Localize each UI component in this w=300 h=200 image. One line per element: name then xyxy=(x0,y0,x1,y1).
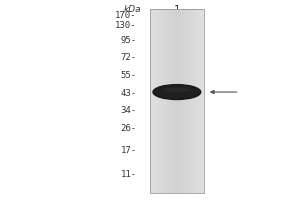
Bar xyxy=(150,9,204,193)
Text: 43-: 43- xyxy=(120,89,136,98)
Text: 130-: 130- xyxy=(115,21,136,30)
Text: kDa: kDa xyxy=(123,5,141,14)
Text: 17-: 17- xyxy=(120,146,136,155)
Text: 11-: 11- xyxy=(120,170,136,179)
Text: 170-: 170- xyxy=(115,11,136,20)
Text: 26-: 26- xyxy=(120,124,136,133)
Text: 95-: 95- xyxy=(120,36,136,45)
Text: 72-: 72- xyxy=(120,53,136,62)
Text: 55-: 55- xyxy=(120,71,136,80)
Ellipse shape xyxy=(164,88,190,92)
Text: 34-: 34- xyxy=(120,106,136,115)
Text: 1: 1 xyxy=(174,5,180,15)
Ellipse shape xyxy=(153,85,201,100)
